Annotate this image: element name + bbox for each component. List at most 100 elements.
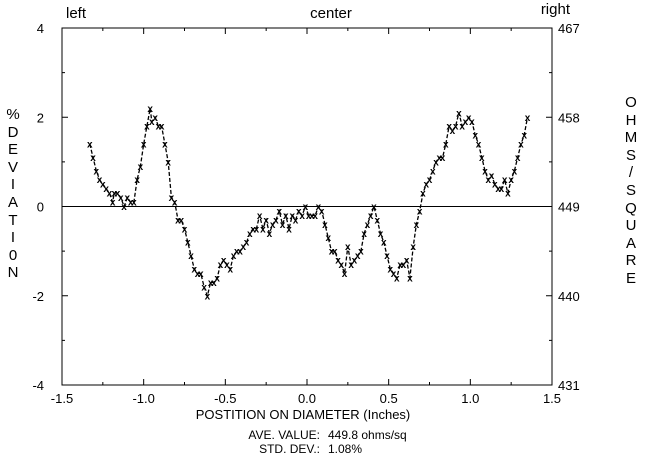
data-point: x <box>100 180 106 191</box>
axis-label-char: H <box>625 111 637 129</box>
data-point: x <box>205 291 211 302</box>
data-point: x <box>433 157 439 168</box>
data-point: x <box>94 166 100 177</box>
y-left-tick-label: 2 <box>37 110 44 125</box>
data-point: x <box>355 251 361 262</box>
axis-label-char: % <box>6 106 20 123</box>
data-point: x <box>505 189 511 200</box>
data-point: x <box>138 162 144 173</box>
data-point: x <box>141 140 147 151</box>
data-point: x <box>303 202 309 213</box>
data-point: x <box>293 215 299 226</box>
data-point: x <box>195 269 201 280</box>
data-point: x <box>345 242 351 253</box>
data-point: x <box>201 282 207 293</box>
average-value-label: AVE. VALUE: <box>248 428 320 442</box>
data-point: x <box>443 140 449 151</box>
data-point: x <box>306 211 312 222</box>
data-point: x <box>339 260 345 271</box>
data-point: x <box>446 122 452 133</box>
data-point: x <box>152 113 158 124</box>
data-point: x <box>156 122 162 133</box>
top-label-left: left <box>66 5 87 22</box>
data-point: x <box>325 233 331 244</box>
axis-label-char: A <box>7 193 18 211</box>
x-tick-label: -0.5 <box>214 391 236 406</box>
y-right-tick-label: 440 <box>558 289 580 304</box>
data-point: x <box>361 229 367 240</box>
std-dev-row: STD. DEV.: 1.08% <box>200 442 407 456</box>
data-point: x <box>378 229 384 240</box>
data-point: x <box>410 242 416 253</box>
data-point: x <box>234 247 240 258</box>
x-tick-label: -1.5 <box>51 391 73 406</box>
data-point: x <box>427 175 433 186</box>
x-tick-label: 0.0 <box>298 391 316 406</box>
axis-label-char: S <box>625 181 636 199</box>
axis-label-char: S <box>625 146 636 164</box>
data-point: x <box>489 171 495 182</box>
data-point: x <box>192 264 198 275</box>
data-point: x <box>394 273 400 284</box>
data-point: x <box>312 211 318 222</box>
x-tick-label: -1.0 <box>132 391 154 406</box>
y-right-tick-label: 431 <box>558 378 580 393</box>
axis-label-char: U <box>625 217 637 235</box>
y-left-tick-label: 0 <box>37 200 44 215</box>
data-point: x <box>283 211 289 222</box>
y-axis-label-left: % D E V I A T I 0 N <box>2 106 24 282</box>
axis-label-char: E <box>625 269 636 287</box>
data-point: x <box>329 247 335 258</box>
data-point: x <box>417 206 423 217</box>
data-point: x <box>453 122 459 133</box>
data-point: x <box>414 220 420 231</box>
data-point: x <box>214 273 220 284</box>
data-point: x <box>270 220 276 231</box>
data-point: x <box>335 256 341 267</box>
average-value: 449.8 ohms/sq <box>328 428 407 442</box>
data-point: x <box>388 264 394 275</box>
y-axis-label-right: O H M S / S Q U A R E <box>618 94 644 288</box>
data-point: x <box>185 238 191 249</box>
data-point: x <box>237 247 243 258</box>
data-point: x <box>502 175 508 186</box>
data-point: x <box>384 251 390 262</box>
data-point: x <box>309 211 315 222</box>
data-point: x <box>466 113 472 124</box>
data-point: x <box>371 202 377 213</box>
data-point: x <box>280 220 286 231</box>
data-point: x <box>374 215 380 226</box>
x-tick-labels: -1.5 -1.0 -0.5 0.0 0.5 1.0 1.5 <box>51 391 561 406</box>
data-point: x <box>149 117 155 128</box>
data-point: x <box>437 153 443 164</box>
axis-label-char: E <box>7 141 18 159</box>
data-point: x <box>401 260 407 271</box>
data-point: x <box>128 198 134 209</box>
axis-label-char: D <box>7 123 19 141</box>
data-point: x <box>111 189 117 200</box>
data-point: x <box>332 247 338 258</box>
data-point: x <box>479 153 485 164</box>
data-point: x <box>381 238 387 249</box>
data-point: x <box>250 224 256 235</box>
data-point: x <box>499 184 505 195</box>
axis-label-char: I <box>10 229 16 247</box>
data-point: x <box>286 224 292 235</box>
data-point: x <box>322 220 328 231</box>
data-point: x <box>358 247 364 258</box>
average-value-row: AVE. VALUE: 449.8 ohms/sq <box>200 428 407 442</box>
data-point: x <box>131 198 137 209</box>
data-point: x <box>107 189 113 200</box>
data-point: x <box>463 117 469 128</box>
data-point: x <box>198 269 204 280</box>
data-point: x <box>290 211 296 222</box>
stats-block: AVE. VALUE: 449.8 ohms/sq STD. DEV.: 1.0… <box>200 428 407 456</box>
data-point: x <box>144 122 150 133</box>
data-point: x <box>211 278 217 289</box>
data-point: x <box>182 224 188 235</box>
data-point: x <box>486 175 492 186</box>
data-point: x <box>423 180 429 191</box>
data-point: x <box>525 113 531 124</box>
data-point: x <box>147 104 153 115</box>
ticks <box>61 27 553 386</box>
